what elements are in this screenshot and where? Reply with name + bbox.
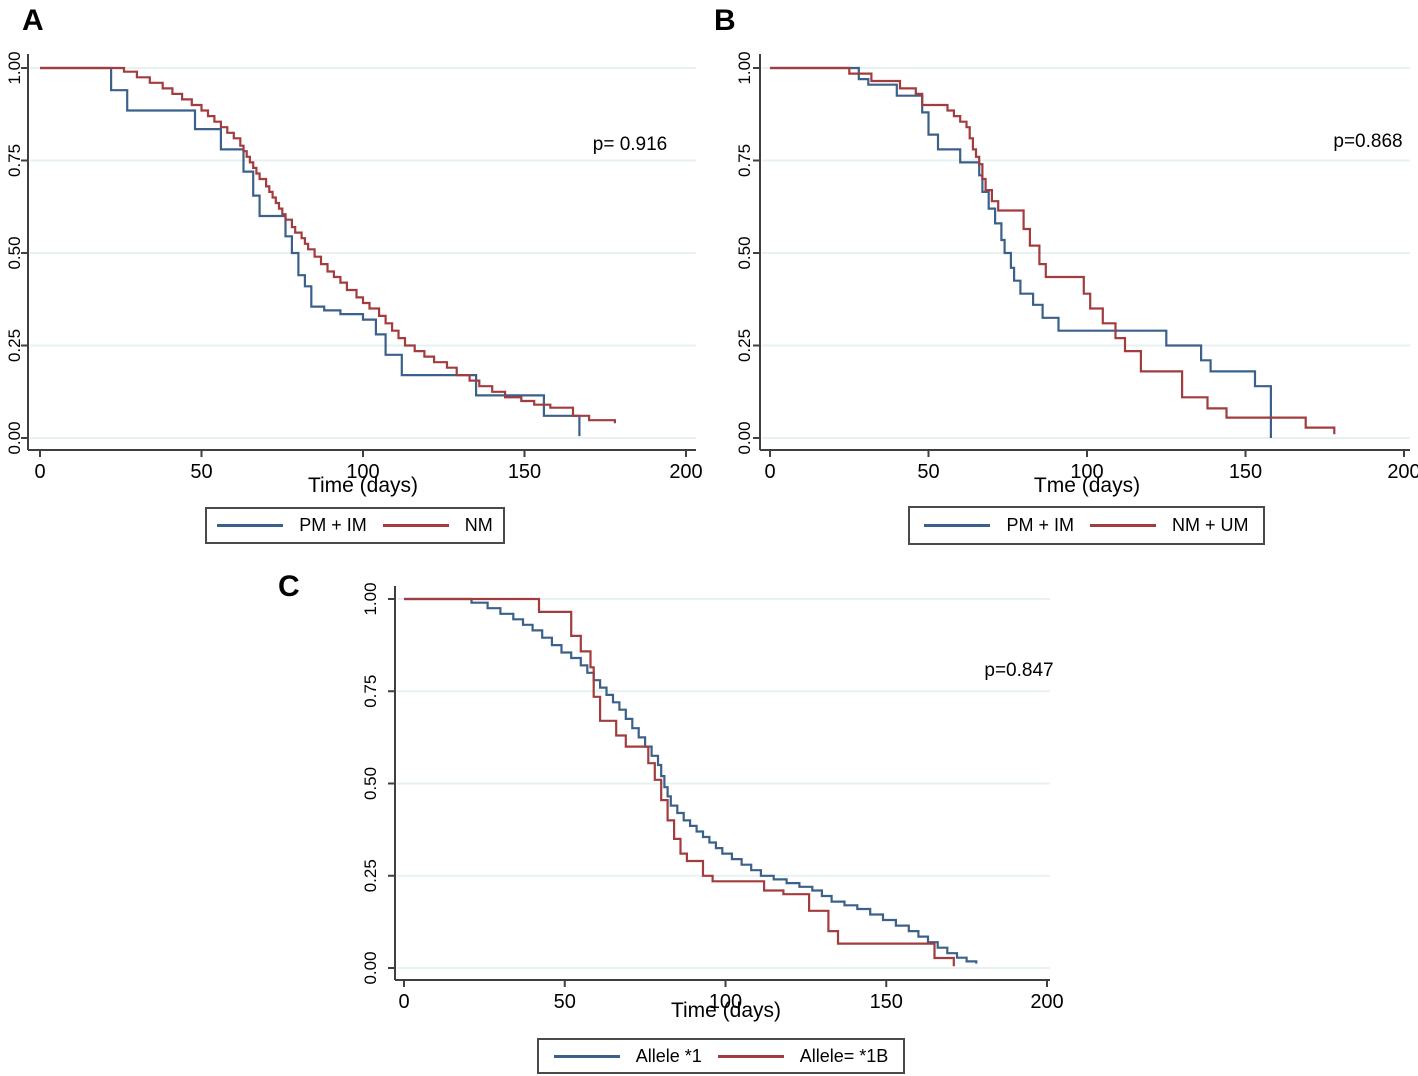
panel-c-legend-blue-label: Allele *1	[635, 1045, 702, 1066]
panel-a-plot: 1.00 0.75 0.50 0.25 0.00 0 50 100 150 200 Time (da…	[5, 51, 703, 497]
svg-text:150: 150	[870, 991, 903, 1013]
svg-text:p=0.847: p=0.847	[984, 660, 1053, 681]
panel-a-legend-red-label: NM	[464, 515, 493, 535]
svg-text:0.75: 0.75	[5, 144, 24, 177]
svg-text:150: 150	[508, 461, 541, 483]
svg-text:0: 0	[398, 991, 409, 1013]
svg-text:200: 200	[1387, 461, 1418, 483]
svg-text:100: 100	[709, 991, 742, 1013]
svg-text:0: 0	[34, 461, 45, 483]
panel-c-legend-blue-line	[553, 1054, 620, 1058]
panel-c-plot: 1.00 0.75 0.50 0.25 0.00 0 50 100 150 200 Time (da…	[361, 582, 1064, 1022]
svg-text:p=0.868: p=0.868	[1333, 131, 1402, 152]
panel-a-legend-blue-line	[217, 524, 284, 527]
panel-a-label: A	[22, 4, 44, 37]
panel-a-legend-red-line	[382, 524, 449, 527]
panel-b-legend: PM + IM NM + UM	[908, 506, 1265, 545]
svg-text:0.50: 0.50	[361, 767, 380, 800]
panel-c-label: C	[278, 570, 300, 603]
svg-text:150: 150	[1229, 461, 1262, 483]
svg-text:50: 50	[190, 461, 212, 483]
svg-text:200: 200	[669, 461, 702, 483]
svg-text:1.00: 1.00	[735, 51, 754, 84]
svg-text:Tme (days): Tme (days)	[1034, 474, 1140, 497]
svg-text:100: 100	[1070, 461, 1103, 483]
svg-text:200: 200	[1030, 991, 1063, 1013]
svg-text:Time (days): Time (days)	[671, 999, 781, 1022]
svg-text:0.25: 0.25	[361, 859, 380, 892]
svg-text:0.25: 0.25	[735, 329, 754, 362]
panel-b-legend-blue-label: PM + IM	[1006, 515, 1074, 535]
svg-text:0.50: 0.50	[735, 236, 754, 269]
panel-c-legend: Allele *1 Allele= *1B	[537, 1038, 905, 1074]
panel-c-legend-red-line	[717, 1054, 784, 1058]
svg-text:0.50: 0.50	[5, 236, 24, 269]
svg-text:p= 0.916: p= 0.916	[593, 134, 668, 155]
svg-text:50: 50	[554, 991, 576, 1013]
panel-b-legend-red-label: NM + UM	[1172, 515, 1249, 535]
svg-text:0.00: 0.00	[361, 951, 380, 984]
svg-text:Time (days): Time (days)	[308, 474, 418, 497]
panel-b-legend-blue-line	[924, 524, 991, 527]
svg-text:0.00: 0.00	[735, 421, 754, 454]
panel-a-legend-blue-label: PM + IM	[299, 515, 367, 535]
panel-b-label: B	[714, 4, 736, 37]
svg-text:50: 50	[917, 461, 939, 483]
panel-b-plot: 1.00 0.75 0.50 0.25 0.00 0 50 100 150 200 Tme (day…	[735, 51, 1418, 497]
panel-c-legend-red-label: Allele= *1B	[799, 1045, 889, 1066]
panel-a-legend: PM + IM NM	[205, 507, 505, 544]
svg-text:1.00: 1.00	[361, 582, 380, 615]
svg-text:100: 100	[346, 461, 379, 483]
svg-text:0: 0	[764, 461, 775, 483]
svg-text:0.00: 0.00	[5, 421, 24, 454]
svg-text:0.75: 0.75	[735, 144, 754, 177]
svg-text:0.75: 0.75	[361, 675, 380, 708]
panel-b-legend-red-line	[1090, 524, 1156, 527]
svg-text:0.25: 0.25	[5, 329, 24, 362]
svg-text:1.00: 1.00	[5, 51, 24, 84]
